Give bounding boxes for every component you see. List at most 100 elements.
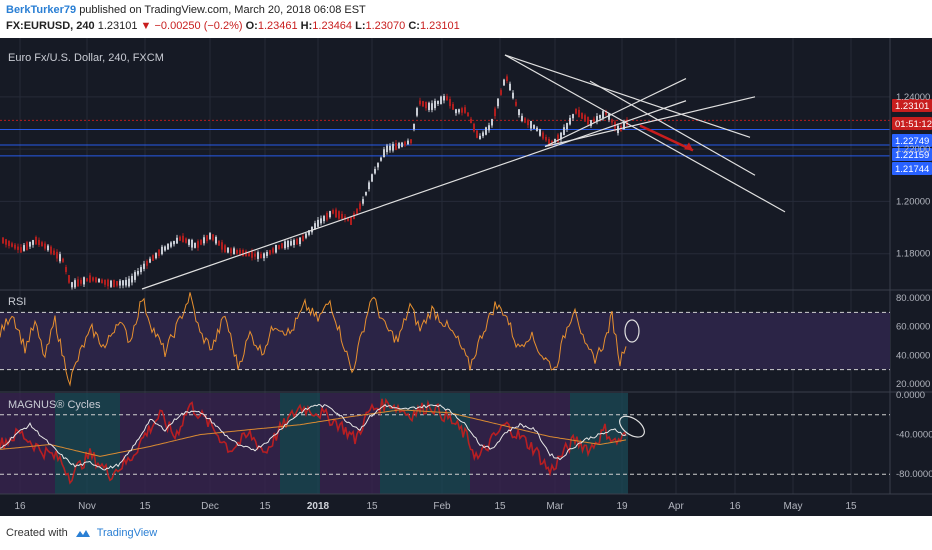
candle-body (5, 239, 7, 245)
candle-body (56, 251, 58, 259)
trendline (141, 100, 687, 290)
candle-body (290, 241, 292, 246)
rsi-highlight-circle (624, 319, 640, 343)
price-marker-box (892, 99, 932, 112)
price-marker-box (892, 148, 932, 161)
candle-body (50, 246, 52, 254)
high-value: 1.23464 (312, 20, 353, 32)
chart-area[interactable]: Euro Fx/U.S. Dollar, 240, FXCM 1.24000 1.2… (0, 38, 932, 516)
price-marker-label: 01:51:12 (895, 119, 932, 130)
candle-body (71, 282, 73, 288)
candle-body (548, 138, 550, 145)
magnus-orange-line (0, 409, 627, 457)
candle-body (59, 254, 61, 262)
created-with-label: Created with (6, 527, 68, 539)
time-axis-tick: 15 (139, 501, 151, 512)
candle-body (494, 108, 496, 117)
candle-body (593, 118, 595, 124)
symbol-label[interactable]: FX:EURUSD, 240 (6, 20, 95, 32)
candle-body (578, 109, 580, 118)
candle-body (251, 251, 253, 258)
time-axis (0, 493, 932, 516)
forecast-arrow (639, 124, 694, 152)
candle-body (383, 149, 385, 158)
high-label: H: (300, 20, 313, 32)
candle-body (365, 191, 367, 196)
candle-body (122, 280, 124, 286)
candle-body (155, 252, 157, 259)
publish-info: BerkTurker79 published on TradingView.co… (6, 4, 366, 16)
candle-body (170, 242, 172, 247)
candle-body (554, 138, 556, 143)
candle-body (89, 275, 91, 283)
time-axis-tick: 2018 (307, 501, 330, 512)
time-axis-tick: Nov (78, 501, 96, 512)
price-pane (0, 54, 932, 291)
rsi-axis-tick: 20.0000 (896, 379, 930, 390)
candle-body (377, 163, 379, 168)
candle-body (236, 250, 238, 254)
candle-body (86, 278, 88, 282)
rsi-axis-tick: 80.0000 (896, 293, 930, 304)
close-label: C: (408, 20, 420, 32)
candle-body (386, 145, 388, 153)
rsi-pane-title: RSI (8, 296, 26, 308)
candle-body (356, 208, 358, 214)
candle-body (455, 109, 457, 114)
candle-body (557, 134, 559, 143)
candle-body (524, 118, 526, 123)
candle-body (53, 250, 55, 255)
candle-body (38, 239, 40, 245)
magnus-axis-tick: 0.0000 (896, 390, 925, 401)
candle-body (569, 117, 571, 125)
price-change: ▼ −0.00250 (−0.2%) (140, 20, 243, 32)
candle-body (389, 145, 391, 151)
candle-body (434, 100, 436, 109)
candle-body (314, 223, 316, 230)
price-axis-tick: 1.20000 (896, 196, 930, 207)
candle-body (431, 103, 433, 110)
time-axis-tick: Mar (546, 501, 564, 512)
cycle-zone (280, 393, 320, 494)
candle-body (161, 246, 163, 255)
low-label: L: (355, 20, 366, 32)
tradingview-brand-link[interactable]: TradingView (96, 527, 158, 539)
candle-body (590, 119, 592, 126)
rsi-pane (0, 292, 890, 387)
candle-body (104, 279, 106, 285)
candle-body (440, 96, 442, 105)
candle-body (500, 90, 502, 95)
candle-body (224, 245, 226, 253)
candle-body (11, 243, 13, 247)
candle-body (608, 113, 610, 120)
candle-body (374, 168, 376, 174)
candle-body (215, 236, 217, 244)
candle-body (317, 219, 319, 227)
candle-body (515, 101, 517, 106)
candle-body (584, 115, 586, 122)
candle-body (206, 235, 208, 242)
candle-body (116, 281, 118, 286)
candle-body (392, 143, 394, 151)
chart-canvas[interactable]: Euro Fx/U.S. Dollar, 240, FXCM1.240001.2… (0, 38, 932, 516)
candle-body (530, 120, 532, 129)
candle-body (125, 279, 127, 286)
candle-body (65, 267, 67, 273)
magnus-pane (0, 393, 890, 494)
magnus-highlight-circle (619, 415, 645, 438)
candle-body (173, 240, 175, 245)
price-marker-label: 1.23101 (895, 101, 929, 112)
candle-body (491, 119, 493, 126)
candle-body (446, 96, 448, 101)
candle-body (626, 119, 628, 126)
candle-body (362, 199, 364, 204)
candle-body (341, 213, 343, 219)
author-link[interactable]: BerkTurker79 (6, 4, 77, 16)
candle-body (14, 244, 16, 249)
candle-body (158, 249, 160, 256)
candle-body (359, 203, 361, 210)
candle-body (611, 119, 613, 123)
candle-body (350, 217, 352, 225)
candle-body (20, 247, 22, 253)
candle-body (101, 279, 103, 284)
